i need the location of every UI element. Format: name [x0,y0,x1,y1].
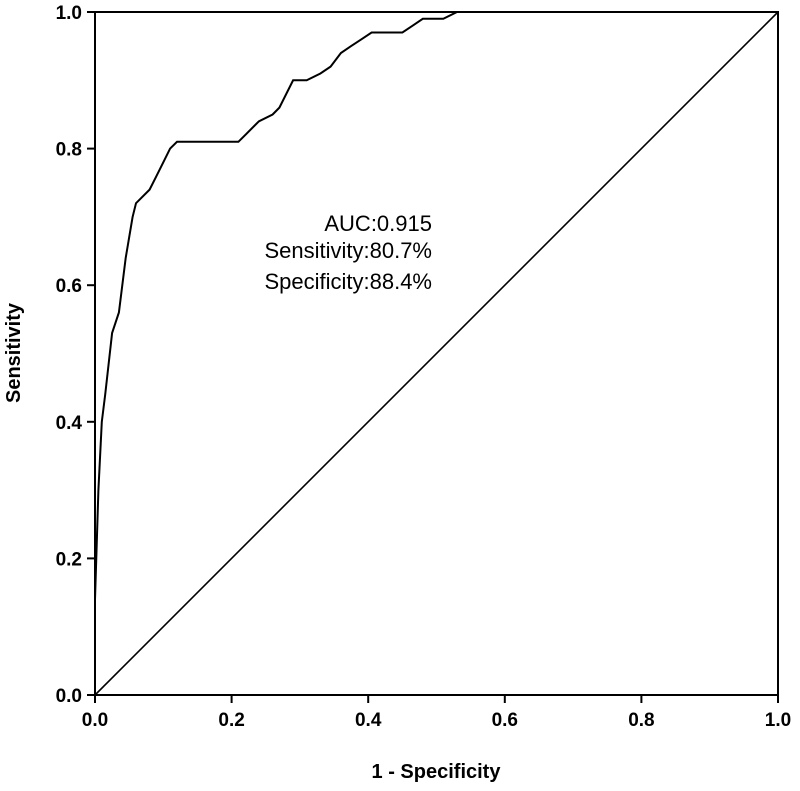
sensitivity-annotation: Sensitivity:80.7% [264,238,432,263]
y-tick-label: 1.0 [56,3,82,24]
x-tick-label: 0.0 [82,710,108,731]
y-tick-label: 0.8 [56,140,82,161]
y-axis-title: Sensitivity [3,302,25,403]
plot-frame [94,11,779,696]
x-tick-label: 0.2 [218,710,244,731]
y-tick-label: 0.4 [56,413,83,434]
x-axis-ticks: 0.0 0.2 0.4 0.6 0.8 1.0 [82,695,791,731]
auc-annotation: AUC:0.915 [324,211,432,236]
x-tick-label: 0.8 [628,710,654,731]
reference-diagonal-line [94,11,779,696]
x-axis-title: 1 - Specificity [372,761,502,783]
y-tick-label: 0.2 [56,549,82,570]
roc-curve [94,11,778,695]
specificity-annotation: Specificity:88.4% [264,269,432,294]
y-tick-label: 0.0 [56,686,82,707]
y-tick-label: 0.6 [56,276,82,297]
x-tick-label: 0.4 [355,710,382,731]
x-tick-label: 1.0 [765,710,791,731]
x-tick-label: 0.6 [492,710,518,731]
y-axis-ticks: 0.0 0.2 0.4 0.6 0.8 1.0 [56,3,95,707]
